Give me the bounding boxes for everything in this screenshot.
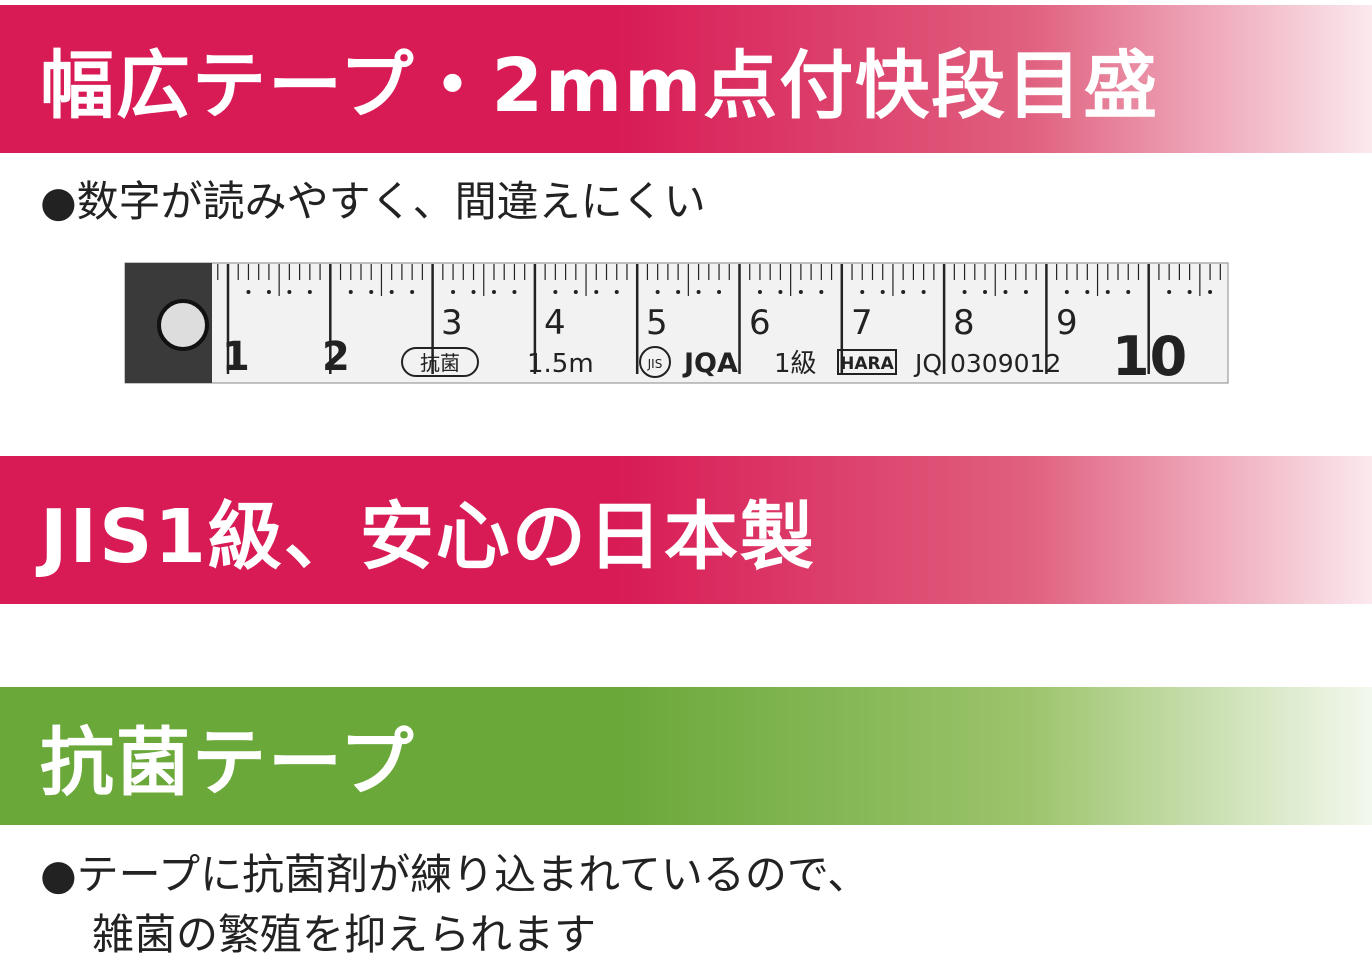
tape-number: 9 [1056, 303, 1078, 343]
tape-dot [1064, 290, 1069, 294]
tape-number: 7 [851, 303, 873, 343]
tape-dot [819, 290, 824, 294]
tape-number: 10 [1112, 325, 1187, 388]
tape-dot [348, 290, 353, 294]
tape-number: 6 [749, 303, 771, 343]
tape-dot [1105, 290, 1110, 294]
tape-jqa: JQA [682, 348, 738, 379]
tape-dot [614, 290, 619, 294]
tape-mark: 抗菌 [420, 351, 460, 375]
tape-dot [471, 290, 476, 294]
tape-dot [717, 290, 722, 294]
tape-dot [798, 290, 803, 294]
tape-dot [696, 290, 701, 294]
tape-dot [962, 290, 967, 294]
tape-jis: JIS [647, 357, 663, 371]
tape-maker: HARA [840, 354, 894, 374]
tape-code: JQ 0309012 [913, 349, 1061, 378]
tape-dot [307, 290, 312, 294]
maker-frame [837, 349, 897, 375]
tape-number: 5 [646, 303, 668, 343]
tape-dot [573, 290, 578, 294]
tape-number: 2 [322, 334, 350, 380]
jis-frame [639, 346, 671, 378]
tape-dot [880, 290, 885, 294]
banner: 抗菌テープ [0, 687, 1372, 825]
tape-dot [389, 290, 394, 294]
bullet-line: ●テープに抗菌剤が練り込まれているので、 [40, 850, 870, 899]
tape-dot [655, 290, 660, 294]
tape-length: 1.5m [527, 349, 594, 379]
tape-dot [512, 290, 517, 294]
tape-dot [246, 290, 251, 294]
tick-group [217, 264, 1221, 374]
tape-number: 3 [441, 303, 463, 343]
tape-dot [1003, 290, 1008, 294]
tape-dot [921, 290, 926, 294]
tape-dot [901, 290, 906, 294]
tape-dot [676, 290, 681, 294]
banner: JIS1級、安心の日本製 [0, 456, 1372, 604]
tape-dot [491, 290, 496, 294]
tape-dot [757, 290, 762, 294]
tape-body [124, 262, 1229, 384]
tape-dot [369, 290, 374, 294]
bullet-text: ●数字が読みやすく、間違えにくい [40, 177, 706, 226]
tape-grade: 1級 [774, 349, 817, 379]
tape-dot [778, 290, 783, 294]
tape-dot [860, 290, 865, 294]
tape-dot [1208, 290, 1213, 294]
tape-dot [1023, 290, 1028, 294]
tape-dot [594, 290, 599, 294]
tape-number: 8 [953, 303, 975, 343]
tape-dot [553, 290, 558, 294]
tape-dot [1187, 290, 1192, 294]
bullet-text: ●テープに抗菌剤が練り込まれているので、 雑菌の繁殖を抑えられます [40, 845, 869, 965]
tape-number: 1 [222, 334, 250, 380]
bullet-line: 雑菌の繁殖を抑えられます [92, 910, 597, 959]
tape-dot [1085, 290, 1090, 294]
tape-dot [1126, 290, 1131, 294]
tape-dot [451, 290, 456, 294]
tape-dot [287, 290, 292, 294]
hook-rivet [157, 299, 209, 351]
tape-number: 4 [544, 303, 566, 343]
tape-dot [1167, 290, 1172, 294]
tape-illustration: 1 2 3 4 5 6 7 8 9 10 抗菌 1.5m JIS JQA 1級 … [124, 262, 1229, 388]
tape-dot [410, 290, 415, 294]
banner: 幅広テープ・2mm点付快段目盛 [0, 5, 1372, 153]
tape-dot [266, 290, 271, 294]
tape-dot [983, 290, 988, 294]
mark-frame [401, 347, 479, 377]
